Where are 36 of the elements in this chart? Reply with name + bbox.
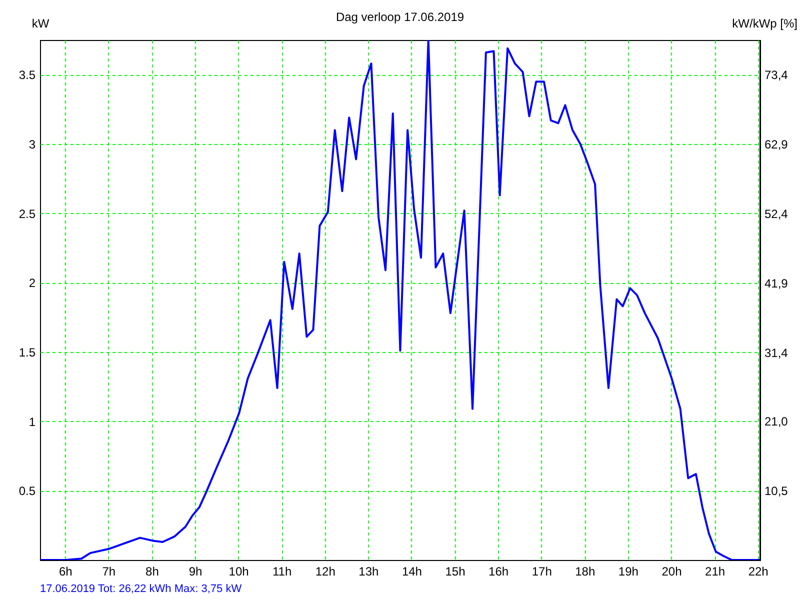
x-tick-label: 15h (445, 564, 466, 578)
y-tick-label: 3.5 (18, 68, 36, 82)
x-tick-label: 10h (228, 564, 249, 578)
y2-tick-label: 52,4 (764, 206, 788, 221)
x-tick-label: 7h (102, 564, 116, 578)
x-tick-label: 6h (58, 564, 72, 578)
x-tick-label: 22h (748, 564, 768, 578)
x-tick-label: 14h (402, 564, 422, 578)
x-tick-label: 18h (575, 564, 596, 578)
y-tick-label: 2 (28, 276, 36, 290)
y2-tick-label: 73,4 (764, 68, 788, 82)
chart-title: Dag verloop 17.06.2019 (336, 10, 464, 24)
y2-tick-label: 62,9 (764, 137, 788, 152)
x-tick-label: 19h (618, 564, 638, 578)
line-series (40, 40, 760, 560)
y-tick-label: 0.5 (18, 484, 36, 498)
y-tick-label: 3 (28, 138, 36, 152)
y2-axis-title: kW/kWp [%] (732, 16, 798, 30)
x-tick-label: 16h (488, 564, 509, 578)
y-tick-label: 1.5 (18, 346, 36, 360)
text: 17.06.2019 Tot: 26,22 kWh Max: 3,75 kW (40, 583, 242, 595)
y-axis-title: kW (32, 16, 50, 30)
x-tick-label: 12h (315, 564, 336, 578)
y2-tick-label: 21,0 (764, 414, 788, 429)
y-tick-label: 1 (28, 414, 36, 429)
y2-tick-label: 10,5 (764, 484, 788, 498)
y2-tick-label: 41,9 (764, 276, 788, 290)
y-tick-label: 2.5 (18, 206, 36, 221)
x-tick-label: 21h (705, 564, 726, 578)
x-tick-label: 11h (272, 564, 292, 578)
x-tick-label: 13h (358, 564, 379, 578)
x-tick-label: 17h (532, 564, 552, 578)
x-tick-label: 8h (146, 564, 159, 578)
x-tick-label: 9h (188, 564, 202, 578)
y2-tick-label: 31,4 (764, 346, 788, 360)
x-tick-label: 20h (662, 564, 682, 578)
